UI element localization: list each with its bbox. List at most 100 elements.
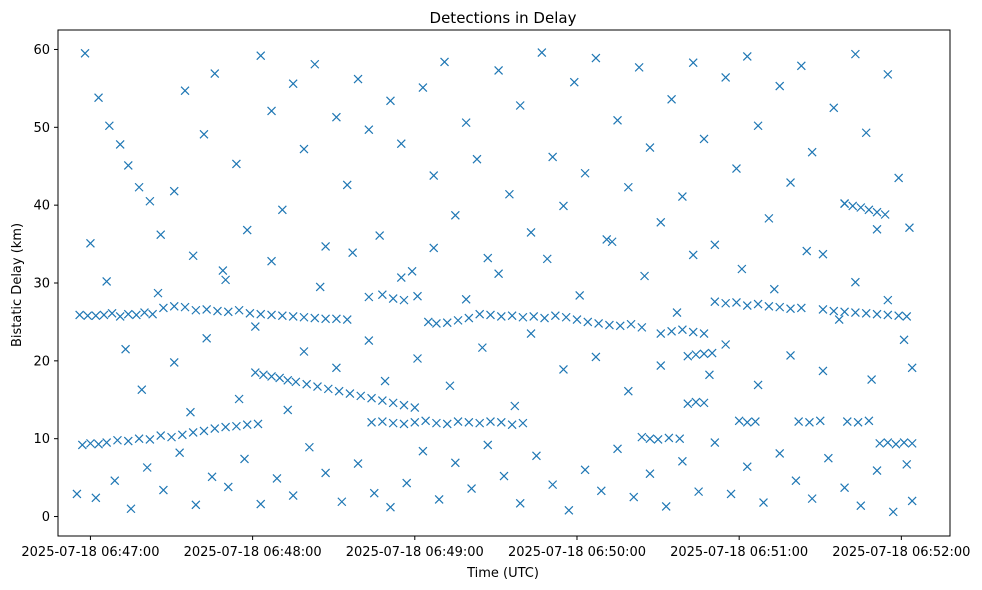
data-point (710, 240, 720, 250)
data-point (850, 49, 860, 59)
data-point (823, 453, 833, 463)
y-tick-label: 50 (33, 121, 50, 136)
data-point (688, 250, 698, 260)
data-point (153, 288, 163, 298)
data-point (475, 309, 485, 319)
data-point (764, 213, 774, 223)
data-point (607, 237, 617, 247)
data-point (518, 312, 528, 322)
data-point (188, 428, 198, 437)
plot-frame (57, 29, 951, 537)
data-point (675, 434, 685, 444)
data-point (191, 305, 201, 315)
data-point (169, 186, 179, 196)
data-point (640, 271, 649, 281)
data-point (413, 354, 422, 363)
x-tick-label: 2025-07-18 06:50:00 (508, 545, 646, 560)
data-point (656, 217, 666, 227)
data-point (907, 496, 917, 506)
data-point (591, 352, 601, 362)
data-point (213, 306, 222, 316)
data-point (580, 465, 590, 475)
data-point (467, 484, 476, 493)
data-point (331, 363, 341, 373)
data-point (840, 199, 850, 209)
data-point (134, 182, 144, 192)
data-point (375, 231, 385, 240)
data-point (883, 438, 893, 448)
data-point (231, 159, 241, 169)
data-point (732, 298, 741, 307)
chart-title: Detections in Delay (430, 9, 577, 27)
data-point (334, 386, 344, 396)
data-point (872, 309, 882, 319)
data-point (591, 53, 601, 63)
data-point (864, 205, 874, 215)
data-point (764, 301, 774, 311)
data-point (407, 266, 417, 276)
data-point (288, 491, 298, 500)
data-point (464, 313, 474, 323)
data-point (721, 340, 731, 349)
data-point (483, 253, 493, 263)
data-point (529, 312, 539, 321)
data-point (613, 444, 622, 454)
data-point (110, 476, 120, 486)
data-point (99, 310, 109, 320)
data-point (464, 417, 474, 427)
data-point (677, 456, 687, 466)
data-point (331, 314, 341, 324)
x-tick-label: 2025-07-18 06:51:00 (670, 545, 808, 560)
data-point (472, 154, 482, 164)
data-point (299, 312, 309, 322)
data-point (769, 284, 779, 294)
data-point (310, 59, 320, 69)
data-point (175, 448, 185, 458)
data-point (550, 311, 560, 321)
data-point (786, 350, 795, 360)
data-point (721, 73, 731, 82)
data-point (623, 386, 633, 396)
data-point (818, 366, 828, 376)
data-point (532, 451, 541, 461)
data-point (726, 489, 736, 499)
data-point (199, 129, 209, 139)
data-point (364, 292, 374, 302)
data-point (548, 152, 558, 162)
data-point (353, 74, 363, 84)
data-point (86, 438, 95, 448)
data-point (699, 134, 709, 144)
data-point (442, 318, 452, 328)
data-point (807, 494, 817, 504)
data-point (721, 298, 731, 308)
data-point (899, 335, 909, 345)
data-point (683, 399, 693, 409)
data-point (418, 83, 428, 93)
data-point (548, 480, 558, 490)
data-point (429, 243, 439, 253)
data-point (177, 430, 187, 440)
data-point (461, 294, 471, 304)
data-point (499, 471, 509, 481)
data-point (234, 394, 244, 404)
data-point (623, 182, 633, 192)
data-point (267, 310, 276, 320)
data-point (515, 498, 525, 508)
data-point (829, 306, 839, 316)
data-point (742, 52, 752, 61)
data-point (234, 305, 244, 315)
data-point (829, 103, 839, 113)
data-point (475, 418, 485, 428)
data-point (94, 93, 103, 103)
data-point (180, 86, 190, 96)
data-point (242, 225, 252, 235)
data-point (367, 393, 376, 403)
data-point (115, 312, 125, 321)
data-point (356, 391, 366, 401)
data-point (615, 321, 625, 331)
data-point (842, 417, 852, 426)
data-point (637, 432, 647, 442)
data-point (221, 275, 231, 285)
data-point (753, 380, 763, 390)
data-point (667, 326, 677, 336)
